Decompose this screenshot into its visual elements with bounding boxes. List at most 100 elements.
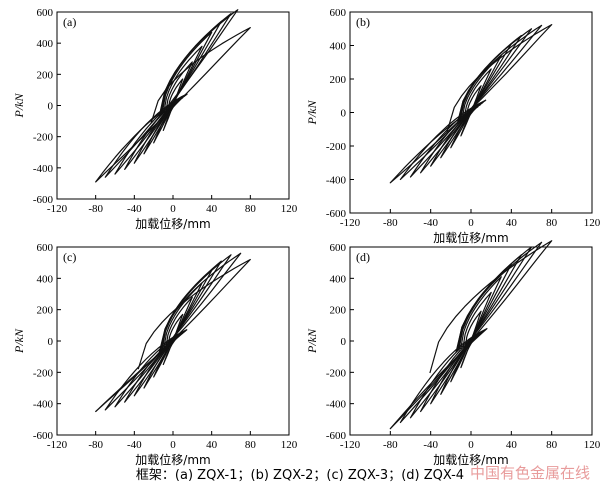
hysteresis-loop-5 bbox=[420, 34, 522, 174]
x-tick-label: 40 bbox=[206, 439, 218, 451]
x-tick-label: 40 bbox=[206, 203, 218, 215]
hysteresis-loop-8 bbox=[95, 258, 251, 413]
y-tick-label: 200 bbox=[330, 74, 347, 86]
panel-label: (b) bbox=[356, 15, 370, 29]
hysteresis-loop-5 bbox=[124, 260, 222, 403]
x-axis-label: 加载位移/mm bbox=[135, 452, 210, 467]
x-tick-label: -80 bbox=[383, 439, 398, 451]
y-tick-label: -600 bbox=[326, 208, 347, 220]
y-tick-label: -200 bbox=[33, 367, 54, 379]
hysteresis-loop-4 bbox=[430, 43, 512, 167]
hysteresis-loop-4 bbox=[133, 269, 213, 397]
y-tick-label: 0 bbox=[48, 336, 54, 348]
x-axis-label: 加载位移/mm bbox=[135, 216, 210, 231]
x-tick-label: 80 bbox=[245, 439, 257, 451]
y-tick-label: -600 bbox=[33, 430, 54, 442]
x-tick-label: 80 bbox=[546, 439, 558, 451]
hysteresis-curves bbox=[389, 24, 553, 184]
x-tick-label: -40 bbox=[423, 439, 438, 451]
y-tick-label: 600 bbox=[37, 242, 54, 254]
y-axis-label: P/kN bbox=[12, 93, 26, 119]
x-tick-label: -80 bbox=[383, 217, 398, 229]
x-tick-label: 120 bbox=[281, 203, 298, 215]
hysteresis-loop-6 bbox=[409, 246, 533, 419]
x-axis-label: 加载位移/mm bbox=[433, 452, 508, 467]
x-tick-label: -80 bbox=[88, 439, 103, 451]
y-tick-label: 600 bbox=[37, 7, 54, 19]
y-tick-label: 0 bbox=[341, 108, 347, 120]
x-tick-label: -120 bbox=[340, 439, 361, 451]
y-axis-label: P/kN bbox=[305, 328, 319, 354]
y-tick-label: -200 bbox=[326, 367, 347, 379]
hysteresis-curves bbox=[95, 9, 251, 183]
watermark: 中国有色金属在线 bbox=[470, 464, 591, 482]
hysteresis-loop-6 bbox=[114, 254, 232, 408]
y-tick-label: -400 bbox=[326, 175, 347, 187]
y-tick-label: 400 bbox=[37, 38, 54, 50]
y-tick-label: -400 bbox=[326, 399, 347, 411]
panel-d: -120 -80 -40 0 40 80 120-600-400-2000200400600… bbox=[305, 240, 600, 467]
x-tick-label: 0 bbox=[468, 439, 474, 451]
y-tick-label: -600 bbox=[33, 194, 54, 206]
hysteresis-loop-7 bbox=[399, 24, 543, 181]
hysteresis-loop-3 bbox=[143, 282, 203, 389]
hysteresis-loop-7 bbox=[399, 241, 543, 424]
x-tick-label: 40 bbox=[506, 439, 518, 451]
y-axis-label: P/kN bbox=[305, 100, 319, 126]
panel-a: -120 -80 -40 0 40 80 120-600-400-2000200400600… bbox=[12, 7, 298, 231]
y-tick-label: -600 bbox=[326, 430, 347, 442]
hysteresis-loop-5 bbox=[420, 254, 522, 413]
x-tick-label: -40 bbox=[127, 439, 142, 451]
figure-caption: 框架：(a) ZQX-1；(b) ZQX-2；(c) ZQX-3；(d) ZQX… bbox=[135, 468, 465, 483]
hysteresis-loop-7 bbox=[104, 252, 242, 411]
hysteresis-loop-8 bbox=[95, 27, 251, 183]
x-tick-label: -40 bbox=[423, 217, 438, 229]
y-axis-label: P/kN bbox=[12, 328, 26, 354]
x-tick-label: -80 bbox=[88, 203, 103, 215]
y-tick-label: 0 bbox=[48, 101, 54, 113]
y-tick-label: 400 bbox=[330, 273, 347, 285]
x-tick-label: -120 bbox=[340, 217, 361, 229]
x-axis-label: 加载位移/mm bbox=[433, 230, 508, 245]
y-tick-label: 400 bbox=[37, 273, 54, 285]
x-tick-label: 80 bbox=[245, 203, 257, 215]
y-tick-label: 600 bbox=[330, 242, 347, 254]
panel-label: (a) bbox=[63, 15, 76, 29]
hysteresis-loop-3 bbox=[440, 55, 502, 159]
x-tick-label: 80 bbox=[546, 217, 558, 229]
x-tick-label: -120 bbox=[47, 439, 68, 451]
y-tick-label: 0 bbox=[341, 336, 347, 348]
hysteresis-loop-8 bbox=[389, 240, 553, 430]
hysteresis-curves bbox=[389, 240, 553, 430]
x-tick-label: 120 bbox=[584, 217, 600, 229]
y-tick-label: -200 bbox=[33, 132, 54, 144]
y-tick-label: 200 bbox=[330, 305, 347, 317]
hysteresis-loop-3 bbox=[440, 276, 502, 395]
x-tick-label: 120 bbox=[584, 439, 600, 451]
y-tick-label: -400 bbox=[33, 399, 54, 411]
hysteresis-loop-8 bbox=[389, 24, 553, 184]
x-tick-label: -120 bbox=[47, 203, 68, 215]
x-tick-label: -40 bbox=[127, 203, 142, 215]
hysteresis-curves bbox=[95, 252, 251, 413]
y-tick-label: 400 bbox=[330, 41, 347, 53]
hysteresis-loop-6 bbox=[409, 28, 533, 178]
x-tick-label: 40 bbox=[506, 217, 518, 229]
y-tick-label: 600 bbox=[330, 7, 347, 19]
y-tick-label: -400 bbox=[33, 163, 54, 175]
x-tick-label: 0 bbox=[170, 439, 176, 451]
panel-b: -120 -80 -40 0 40 80 120-600-400-2000200400600… bbox=[305, 7, 600, 245]
y-tick-label: 200 bbox=[37, 69, 54, 81]
x-tick-label: 0 bbox=[468, 217, 474, 229]
y-tick-label: -200 bbox=[326, 141, 347, 153]
x-tick-label: 120 bbox=[281, 439, 298, 451]
hysteresis-loop-4 bbox=[133, 31, 213, 164]
hysteresis-loop-5 bbox=[124, 20, 222, 170]
panel-c: -120 -80 -40 0 40 80 120-600-400-2000200400600… bbox=[12, 242, 298, 467]
panel-label: (d) bbox=[356, 250, 370, 264]
panel-label: (c) bbox=[63, 250, 76, 264]
hysteresis-loop-2 bbox=[450, 291, 492, 383]
y-tick-label: 200 bbox=[37, 305, 54, 317]
x-tick-label: 0 bbox=[170, 203, 176, 215]
